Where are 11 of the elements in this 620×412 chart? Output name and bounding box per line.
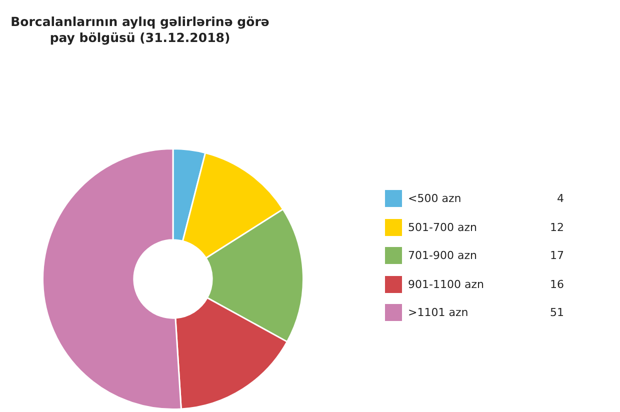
data-label: 12 <box>549 220 564 234</box>
legend-label: 701-900 azn <box>408 249 478 262</box>
legend-label: 901-1100 azn <box>408 278 485 290</box>
legend-label: 501-700 azn <box>408 220 478 234</box>
data-label: 4 <box>556 192 564 205</box>
data-label: 51 <box>549 306 564 319</box>
legend-label: >1101 azn <box>408 306 470 319</box>
data-label: 17 <box>549 249 564 262</box>
legend-label: <500 azn <box>408 192 462 205</box>
chart-title: Borcalanlarının aylıq gəlirlərinə görə pay bölgüsü (31.12.2018) <box>10 14 270 46</box>
data-label: 16 <box>549 278 564 290</box>
